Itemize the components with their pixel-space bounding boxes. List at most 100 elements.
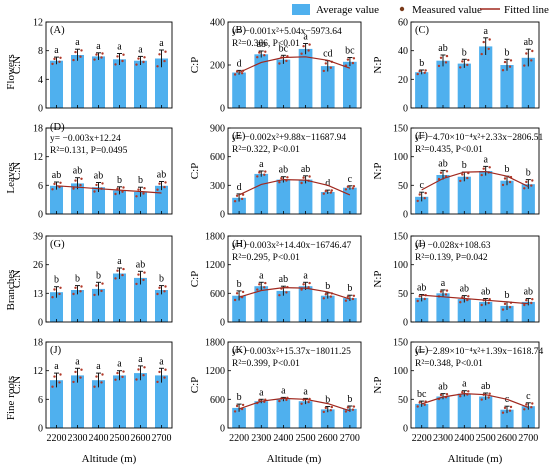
panel-h-measured-point	[278, 294, 281, 297]
panel-c-bar	[521, 57, 535, 108]
panel-d-measured-point	[51, 188, 54, 191]
panel-i-measured-point	[466, 298, 469, 302]
panel-f-measured-point	[530, 184, 533, 187]
panel-j-measured-point	[100, 381, 103, 384]
panel-g-ylabel: C:N	[11, 270, 23, 288]
panel-d-measured-point	[121, 190, 124, 193]
panel-a-measured-point	[142, 60, 145, 64]
panel-i-measured-point	[503, 302, 507, 306]
panel-a-measured-point	[163, 59, 166, 63]
panel-c-measured-point	[459, 66, 462, 69]
panel-f-measured-point	[416, 199, 419, 203]
panel-d-bar	[113, 190, 126, 214]
panel-g-measured-point	[116, 269, 119, 272]
panel-f-letter: c	[419, 180, 424, 191]
legend-swatch-measured	[399, 6, 405, 12]
panel-a-measured-point	[137, 57, 140, 60]
panel-h-measured-point	[285, 291, 288, 294]
panel-g-measured-point	[101, 282, 104, 285]
panel-a-measured-point	[95, 53, 98, 56]
panel-c-measured-point	[461, 60, 464, 63]
panel-l-measured-point	[439, 393, 443, 397]
panel-l-letter: bc	[417, 389, 427, 400]
panel-g-measured-point	[163, 290, 166, 293]
panel-b-bar	[320, 66, 335, 108]
panel-h-measured-point	[241, 290, 245, 294]
panel-g-letter: b	[54, 275, 59, 286]
panel-f-measured-point	[531, 179, 534, 182]
panel-e-bar	[298, 179, 313, 214]
panel-a-bar	[155, 58, 168, 108]
panel-d-frame	[45, 127, 173, 215]
panel-j-measured-point	[158, 370, 161, 374]
panel-g-measured-point	[53, 288, 56, 291]
panel-e-measured-point	[256, 175, 259, 178]
panel-h-ytick-label: 1200	[205, 260, 225, 271]
panel-b-letter: ab	[257, 39, 266, 50]
panel-b-measured-point	[256, 56, 259, 59]
panel-b-measured-point	[352, 57, 356, 60]
panel-d-measured-point	[122, 186, 125, 189]
panel-k-xtick-label: 2200	[229, 433, 249, 444]
panel-l-xtick-label: 2600	[497, 433, 517, 444]
panel-l-bar	[479, 396, 493, 428]
panel-b: d ab bc a cd bc 0 200 400 C:P (B)y= −0.001x²+5.04x…	[189, 18, 362, 115]
panel-j-label: (J)	[50, 345, 62, 356]
panel-j-bar	[50, 380, 63, 428]
panel-a-letter: a	[75, 37, 80, 48]
panel-k-label: (K)	[232, 345, 247, 356]
panel-j-bar	[92, 380, 105, 428]
panel-k-xtick-label: 2500	[296, 433, 316, 444]
panel-e-measured-point	[352, 185, 356, 188]
panel-e-ylabel: C:P	[189, 163, 201, 180]
panel-a-measured-point	[59, 56, 62, 59]
panel-g-letter: a	[117, 256, 122, 267]
panel-e-ytick-label: 300	[210, 181, 225, 192]
panel-j-measured-point	[79, 376, 82, 379]
panel-h-letter: b	[325, 281, 330, 292]
panel-b-measured-point	[307, 49, 310, 52]
panel-l-bar	[415, 403, 429, 428]
panel-k-measured-point	[233, 410, 237, 413]
panel-k-measured-point	[351, 408, 355, 411]
panel-c-measured-point	[416, 72, 419, 76]
panel-c-letter: a	[483, 26, 488, 37]
panel-l-measured-point	[459, 395, 462, 398]
panel-j-measured-point	[58, 381, 61, 384]
panel-h-measured-point	[307, 286, 310, 289]
panel-e-bar	[320, 192, 335, 214]
panel-f-measured-point	[480, 173, 483, 177]
panel-i-measured-point	[459, 301, 462, 304]
panel-g-measured-point	[72, 292, 75, 296]
panel-f-bar	[436, 175, 450, 214]
panel-b-measured-point	[308, 43, 311, 46]
panel-j-ytick-label: 12	[33, 366, 43, 377]
panel-c-bar	[415, 72, 429, 108]
panel-g-measured-point	[137, 273, 140, 276]
panel-h-bar	[276, 290, 291, 322]
panel-h-letter: a	[259, 270, 264, 281]
panel-a-letter: a	[159, 38, 164, 49]
panel-g-bar	[113, 273, 126, 322]
row-label-branches: Branches	[5, 270, 17, 311]
panel-d-equation: y= −0.003x+12.24	[50, 134, 121, 144]
panel-j-bar	[71, 375, 84, 428]
panel-b-measured-point	[258, 51, 261, 54]
panel-b-measured-point	[235, 70, 239, 73]
panel-i-letter: ab	[524, 287, 533, 298]
panel-c-measured-point	[445, 54, 449, 58]
panel-f-letter: b	[526, 168, 531, 179]
panel-i-measured-point	[445, 289, 449, 292]
panel-h-bar	[343, 298, 357, 322]
panel-k-measured-point	[324, 406, 327, 410]
panel-j-measured-point	[122, 370, 125, 373]
panel-l-measured-point	[508, 409, 512, 412]
panel-d-bar	[134, 192, 147, 214]
panel-e-ytick-label: 600	[210, 152, 225, 163]
panel-e-ytick-label: 900	[210, 124, 225, 135]
panel-h-bar	[320, 295, 335, 322]
panel-i: ab a ab ab b ab 0 50 100 150 N:P (I)y= −0.028x+108.…	[372, 232, 540, 329]
panel-k-measured-point	[300, 402, 303, 405]
panel-b-measured-point	[346, 58, 350, 61]
